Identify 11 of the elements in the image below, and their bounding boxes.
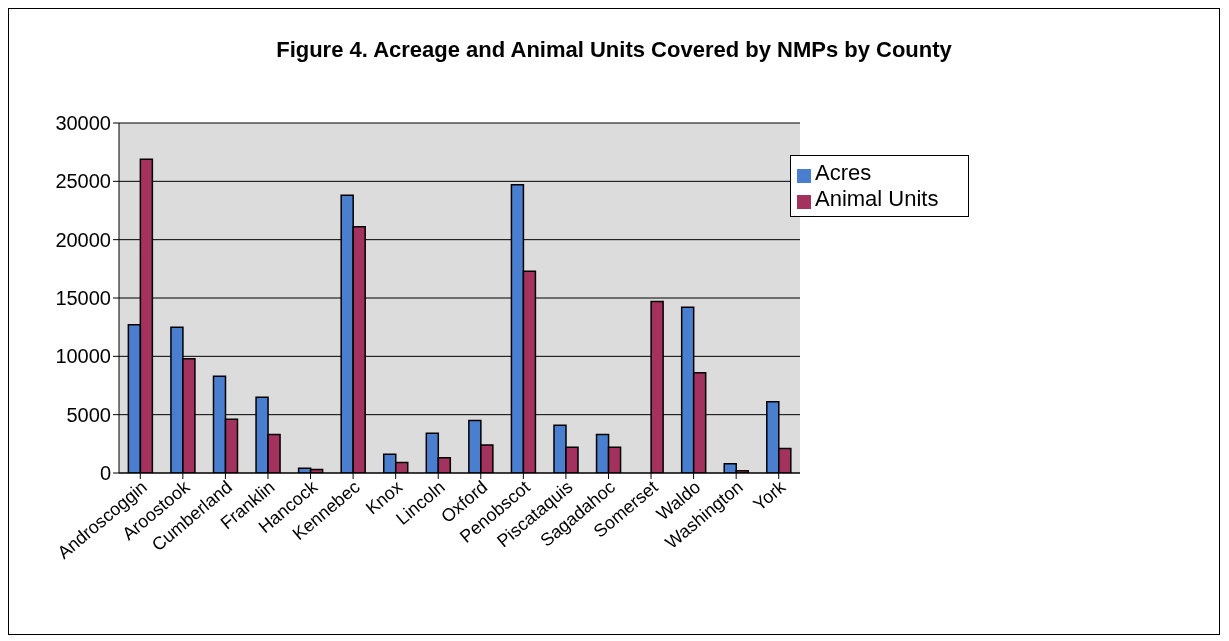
legend-label: Animal Units	[815, 186, 939, 211]
chart-title: Figure 4. Acreage and Animal Units Covered by NMPs by County	[275, 37, 953, 63]
x-tick-label: York	[749, 476, 791, 515]
y-tick-label: 20000	[55, 228, 111, 251]
y-tick-label: 5000	[66, 403, 111, 426]
legend-label: Acres	[815, 160, 872, 185]
y-tick-label: 30000	[55, 112, 111, 135]
y-tick-label: 15000	[55, 287, 111, 310]
y-tick-label: 25000	[55, 170, 111, 193]
y-tick-label: 0	[99, 462, 111, 485]
y-tick-label: 10000	[55, 345, 111, 368]
